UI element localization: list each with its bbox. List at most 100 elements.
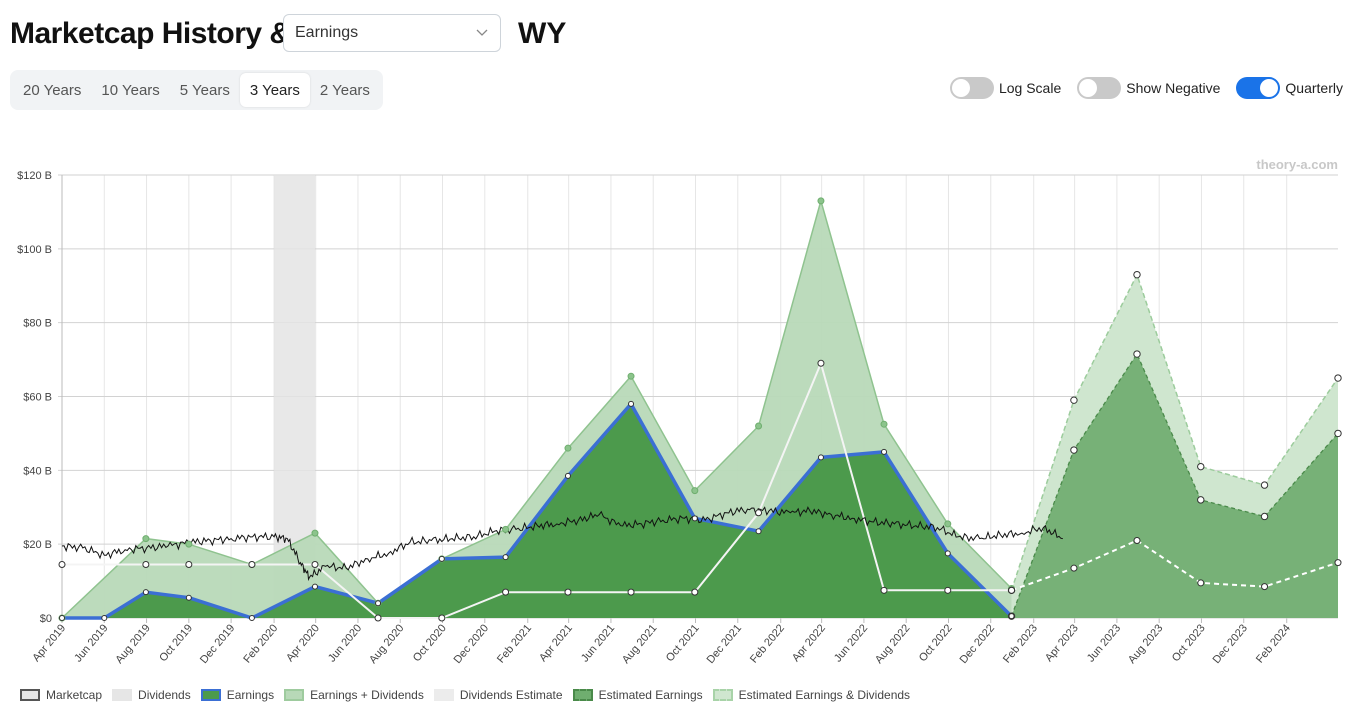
dividends-point	[691, 588, 699, 596]
legend-label: Dividends	[138, 688, 191, 702]
legend-label: Estimated Earnings	[598, 688, 703, 702]
legend-item-marketcap[interactable]: Marketcap	[20, 688, 102, 702]
estimated-earnings-point	[1197, 496, 1205, 504]
legend-label: Estimated Earnings & Dividends	[738, 688, 911, 702]
earnings-point	[375, 600, 382, 607]
x-tick-label: Apr 2020	[284, 622, 322, 664]
dividends-point	[880, 586, 888, 594]
metric-dropdown[interactable]: Earnings	[283, 14, 501, 52]
x-tick-label: Apr 2022	[790, 622, 828, 664]
dividends-estimate-line	[1011, 539, 1339, 592]
toggle-show-negative[interactable]: Show Negative	[1077, 77, 1220, 99]
dividends-estimate-point	[1197, 579, 1205, 587]
page-title: Marketcap History &	[10, 17, 291, 50]
x-tick-label: Apr 2021	[537, 622, 575, 664]
earnings-point	[1008, 613, 1015, 620]
earnings-point	[502, 554, 509, 561]
legend-label: Marketcap	[46, 688, 103, 702]
estimated-earnings-point	[1070, 446, 1078, 454]
toggle-log-scale[interactable]: Log Scale	[949, 77, 1062, 99]
range-button-3-years[interactable]: 3 Years	[239, 73, 310, 107]
estimated-earnings-dividends-point	[1197, 462, 1205, 471]
x-tick-label: Aug 2019	[113, 622, 152, 666]
legend-item-earnings[interactable]: Earnings	[200, 688, 275, 702]
x-tick-label: Apr 2019	[30, 622, 68, 664]
earnings-point	[185, 594, 192, 601]
earnings-plus-dividends-line	[61, 198, 1013, 619]
dividends-estimate-point	[1008, 586, 1016, 594]
legend-label: Earnings	[226, 688, 275, 702]
x-tick-label: Feb 2024	[1254, 622, 1293, 665]
earnings-point	[248, 615, 255, 621]
legend-swatch	[712, 689, 733, 701]
show-negative-label: Show Negative	[1126, 80, 1221, 96]
legend-swatch	[284, 689, 305, 701]
x-tick-label: Oct 2023	[1170, 622, 1208, 664]
earnings-plus-dividends-point	[817, 197, 825, 205]
range-button-10-years[interactable]: 10 Years	[101, 81, 160, 99]
log-scale-label: Log Scale	[998, 80, 1062, 96]
legend-label: Dividends Estimate	[459, 688, 563, 702]
legend-item-estimated-earnings-dividends[interactable]: Estimated Earnings & Dividends	[712, 688, 911, 702]
estimated-earnings-line	[1010, 352, 1339, 617]
estimated-earnings-dividends-point	[1334, 374, 1342, 382]
x-tick-label: Dec 2021	[705, 622, 744, 666]
y-tick-label: $40 B	[23, 465, 52, 477]
earnings-plus-dividends-point	[880, 420, 888, 428]
watermark: theory-a.com	[1256, 157, 1338, 172]
earnings-point	[438, 555, 445, 562]
earnings-point	[944, 550, 951, 557]
earnings-plus-dividends-point	[627, 372, 635, 380]
dividends-point	[374, 614, 382, 622]
title-bar: Marketcap History &	[10, 12, 291, 56]
range-button-2-years[interactable]: 2 Years	[319, 81, 370, 99]
x-tick-label: Aug 2023	[1126, 622, 1165, 666]
legend-swatch	[433, 689, 454, 701]
toggle-quarterly[interactable]: Quarterly	[1236, 77, 1343, 99]
range-button-5-years[interactable]: 5 Years	[179, 81, 230, 99]
earnings-point	[817, 454, 824, 461]
marketcap-line	[61, 506, 1063, 582]
dividends-point	[502, 588, 510, 596]
earnings-point	[628, 400, 635, 407]
x-tick-label: Dec 2022	[958, 622, 997, 666]
x-tick-label: Jun 2020	[326, 622, 364, 664]
estimated-earnings-point	[1133, 350, 1141, 358]
quarterly-switch[interactable]	[1236, 77, 1281, 99]
dividends-point	[755, 509, 763, 517]
dividends-point	[142, 560, 150, 568]
earnings-point	[101, 615, 108, 621]
earnings-plus-dividends-point	[564, 444, 572, 452]
x-tick-label: Feb 2020	[241, 622, 280, 665]
earnings-area	[62, 403, 1012, 618]
estimated-earnings-point	[1334, 429, 1342, 438]
dividends-estimate-point	[1261, 583, 1269, 591]
dividends-estimate-point	[1070, 564, 1078, 572]
y-tick-label: $20 B	[23, 539, 52, 551]
ticker-symbol: WY	[518, 17, 567, 50]
y-tick-label: $100 B	[17, 244, 52, 256]
dividends-point	[627, 588, 635, 596]
x-tick-label: Feb 2022	[748, 622, 787, 665]
dividends-estimate-point	[1133, 536, 1141, 544]
legend-item-estimated-earnings[interactable]: Estimated Earnings	[572, 688, 703, 702]
dividends-point	[944, 586, 952, 594]
x-tick-label: Oct 2021	[664, 622, 702, 664]
x-tick-label: Aug 2020	[367, 622, 406, 666]
legend-swatch	[112, 689, 133, 701]
x-tick-label: Jun 2019	[72, 622, 110, 664]
x-tick-label: Feb 2021	[495, 622, 534, 665]
show-negative-switch[interactable]	[1077, 77, 1122, 99]
range-button-20-years[interactable]: 20 Years	[23, 81, 82, 99]
earnings-plus-dividends-point	[755, 422, 763, 430]
earnings-plus-dividends-point	[185, 540, 193, 548]
legend-item-dividends-estimate[interactable]: Dividends Estimate	[433, 688, 563, 702]
legend-label: Earnings + Dividends	[310, 688, 424, 702]
legend-item-earnings-dividends[interactable]: Earnings + Dividends	[284, 688, 424, 702]
y-tick-label: $0	[40, 613, 52, 625]
earnings-point	[142, 589, 149, 596]
estimated-earnings-dividends-point	[1260, 481, 1269, 489]
log-scale-switch[interactable]	[949, 77, 994, 99]
legend-item-dividends[interactable]: Dividends	[112, 688, 191, 702]
earnings-plus-dividends-point	[502, 525, 510, 533]
